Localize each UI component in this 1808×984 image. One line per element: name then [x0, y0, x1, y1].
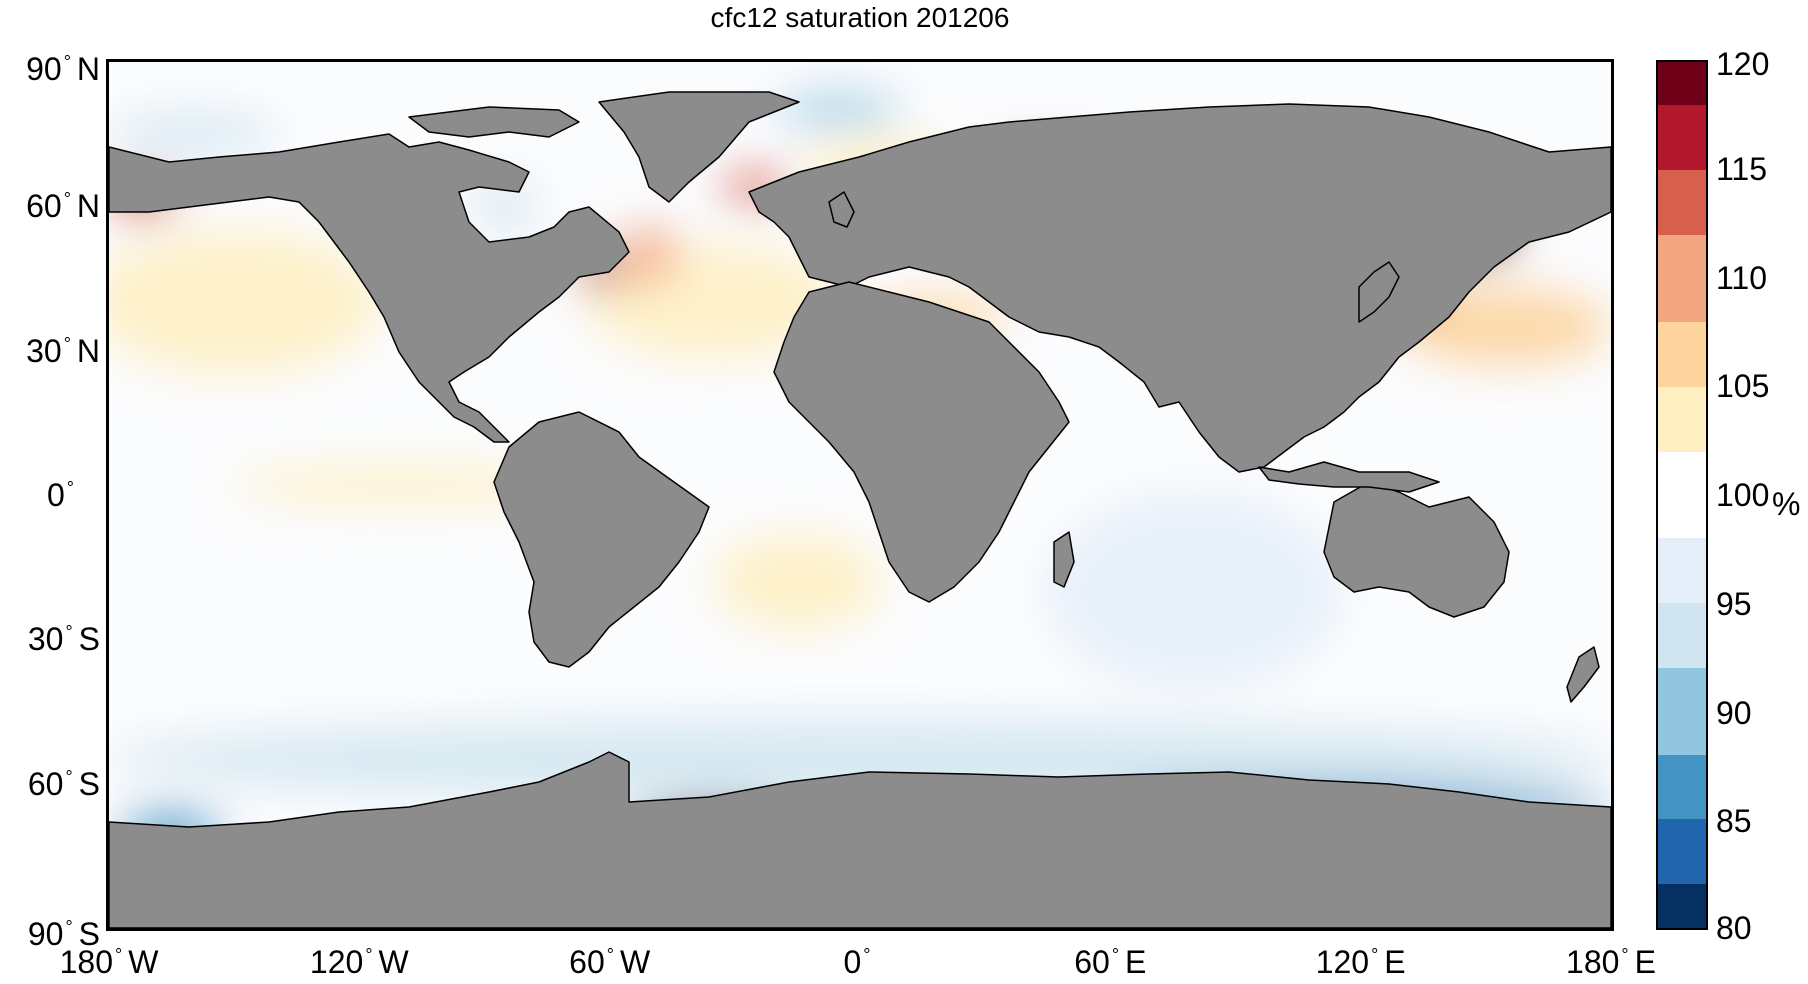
colorbar-swatch [1658, 451, 1706, 474]
map-plot-area [106, 59, 1614, 931]
indonesia-islands [1258, 461, 1440, 493]
field-region-indian-ocean [1047, 495, 1340, 688]
lon-tick-label: 120 ° E [1315, 944, 1406, 980]
madagascar-island [1053, 531, 1075, 588]
colorbar-swatch [1658, 494, 1706, 517]
colorbar-tick-label: 90 [1716, 694, 1752, 731]
lat-tick-label: 0 ° [47, 477, 74, 513]
colorbar-swatch [1658, 754, 1706, 777]
colorbar-swatch [1658, 689, 1706, 712]
colorbar-unit: % [1772, 486, 1801, 522]
lat-tick-label: 60 ° N [26, 188, 100, 225]
colorbar-swatch [1658, 559, 1706, 582]
colorbar-tick-label: 100 [1716, 477, 1770, 513]
new-zealand-islands [1566, 646, 1600, 703]
lon-tick-label: 0 ° [843, 944, 871, 980]
colorbar-swatch [1658, 278, 1706, 301]
colorbar-tick-label: 105 [1716, 368, 1770, 405]
map-title: cfc12 saturation 201206 [710, 2, 1010, 33]
colorbar-swatch [1658, 148, 1706, 171]
field-region-equatorial-pacific [234, 466, 568, 505]
lat-tick-label: 30 ° S [27, 621, 100, 658]
colorbar-swatch [1658, 667, 1706, 690]
colorbar-swatch [1658, 797, 1706, 820]
lat-tick-label: 30 ° N [26, 332, 100, 369]
colorbar-tick-label: 110 [1716, 259, 1768, 296]
colorbar-swatch [1658, 256, 1706, 279]
field-region-south-atlantic [713, 533, 881, 630]
field-region-fram-strait [776, 95, 902, 125]
colorbar-swatch [1658, 105, 1706, 127]
colorbar-swatch [1658, 408, 1706, 430]
colorbar-swatch [1658, 776, 1706, 798]
lon-tick-label: 180 ° E [1566, 944, 1656, 980]
colorbar-swatch [1658, 905, 1706, 928]
ocean-saturation-map [109, 62, 1611, 928]
lon-tick-label: 120 ° W [309, 944, 409, 980]
colorbar-tick-label: 95 [1716, 585, 1752, 622]
colorbar-swatch [1658, 235, 1706, 257]
colorbar-swatch [1658, 884, 1706, 906]
field-region-north-pacific [109, 230, 381, 375]
lon-tick-label: 180 ° W [59, 944, 159, 980]
lat-tick-label: 60 ° S [27, 765, 100, 802]
colorbar-swatch [1658, 711, 1706, 733]
australia-landmass [1323, 481, 1510, 618]
colorbar-swatch [1658, 841, 1706, 863]
south-america-landmass [493, 411, 710, 668]
colorbar-swatch [1658, 732, 1706, 755]
field-region-hudson-bay [476, 182, 535, 231]
africa-landmass [773, 281, 1070, 603]
colorbar-swatch [1658, 300, 1706, 322]
north-america-landmass [109, 133, 630, 443]
colorbar-swatch [1658, 603, 1706, 625]
lon-tick-label: 60 ° E [1074, 944, 1147, 980]
colorbar-swatch [1658, 126, 1706, 149]
field-region-labrador-current [626, 225, 677, 284]
colorbar-tick-label: 120 [1716, 46, 1770, 82]
field-region-arctic-beaufort [109, 114, 276, 154]
antarctica-landmass [109, 751, 1611, 928]
colorbar-swatch [1658, 473, 1706, 495]
colorbar-swatch [1658, 624, 1706, 647]
colorbar-tick-label: 80 [1716, 910, 1752, 946]
colorbar-swatch [1658, 516, 1706, 539]
colorbar-tick-label: 115 [1716, 150, 1768, 187]
british-isles [828, 191, 855, 228]
land-masses [109, 91, 1611, 928]
colorbar-swatch [1658, 62, 1706, 84]
colorbar-tick-label: 85 [1716, 803, 1752, 840]
arctic-islands [408, 106, 580, 138]
lon-tick-label: 60 ° W [569, 944, 651, 980]
greenland-landmass [598, 91, 800, 203]
colorbar-swatch [1658, 386, 1706, 409]
colorbar-swatch [1658, 83, 1706, 106]
colorbar-swatch [1658, 170, 1706, 192]
colorbar-swatch [1658, 213, 1706, 236]
colorbar-swatch [1658, 646, 1706, 668]
colorbar-swatch [1658, 581, 1706, 604]
colorbar-swatch [1658, 429, 1706, 452]
colorbar-swatch [1658, 321, 1706, 344]
colorbar-swatch [1658, 364, 1706, 387]
colorbar-swatch [1658, 343, 1706, 365]
colorbar-swatch [1658, 191, 1706, 214]
colorbar-swatch [1658, 538, 1706, 560]
colorbar [1656, 60, 1708, 930]
colorbar-swatch [1658, 862, 1706, 885]
lat-tick-label: 90 ° N [26, 51, 100, 87]
lat-tick-label: 90 ° S [27, 916, 100, 952]
eurasia-landmass [748, 103, 1611, 473]
japan-islands [1358, 261, 1400, 323]
colorbar-swatch [1658, 819, 1706, 842]
